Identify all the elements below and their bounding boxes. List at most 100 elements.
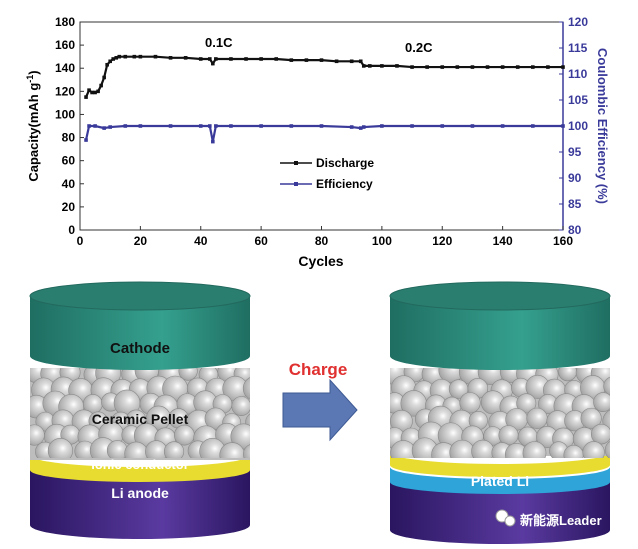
data-point-discharge (183, 56, 188, 60)
data-point-discharge (485, 65, 490, 69)
wechat-icon-bubble (504, 515, 516, 527)
x-tick-label: 80 (315, 234, 329, 248)
data-point-discharge (229, 57, 233, 61)
data-point-discharge (259, 57, 263, 61)
x-tick-label: 40 (194, 234, 208, 248)
data-point-efficiency (319, 124, 324, 128)
li-anode-layer (30, 470, 250, 539)
data-point-efficiency (214, 124, 218, 128)
charge-label: Charge (289, 360, 348, 379)
ceramic-particle (163, 441, 185, 458)
x-tick-label: 120 (432, 234, 452, 248)
ceramic-particle (47, 437, 73, 458)
plated-li-layer (390, 467, 610, 494)
ceramic-particle (231, 396, 250, 416)
charge-arrow-icon (282, 378, 358, 442)
data-point-discharge (515, 65, 520, 69)
series-line-discharge (85, 55, 563, 98)
y2-tick-label: 110 (568, 67, 588, 81)
data-point-discharge (358, 59, 363, 64)
x-tick-label: 140 (493, 234, 513, 248)
ceramic-particle (590, 423, 610, 445)
data-point-discharge (90, 90, 94, 95)
data-point-efficiency (93, 124, 97, 128)
data-point-discharge (274, 57, 279, 61)
data-point-efficiency (470, 124, 475, 128)
data-point-discharge (349, 59, 354, 64)
y-tick-label: 160 (55, 38, 75, 52)
data-point-efficiency (349, 125, 354, 129)
data-point-discharge (304, 58, 309, 62)
watermark-text: 新能源Leader (520, 513, 602, 528)
data-point-efficiency (561, 124, 565, 128)
ceramic-particle (526, 407, 548, 429)
y-tick-label: 80 (62, 131, 76, 145)
series-line-efficiency (84, 124, 563, 142)
data-point-efficiency (361, 125, 366, 129)
data-point-discharge (96, 89, 100, 94)
y2-tick-label: 120 (568, 15, 588, 29)
y-tick-label: 100 (55, 107, 75, 121)
data-point-discharge (198, 57, 203, 61)
data-point-discharge (138, 54, 143, 59)
data-point-discharge (561, 65, 565, 69)
ceramic-particle (593, 392, 610, 412)
data-point-discharge (108, 59, 112, 64)
data-point-discharge (132, 54, 137, 59)
y2-tick-label: 85 (568, 197, 582, 211)
cathode-top-right (389, 281, 611, 311)
cathode-layer (30, 296, 250, 370)
plated-li-label: Plated Li (471, 473, 529, 489)
legend-marker-discharge (294, 161, 298, 165)
data-point-discharge (455, 65, 460, 69)
data-point-discharge (470, 65, 475, 69)
data-point-efficiency (138, 124, 143, 128)
left-cell: Cathode Ceramic Pellet Ionic conductor L… (29, 281, 251, 539)
data-point-discharge (440, 65, 445, 69)
data-point-discharge (153, 54, 158, 59)
y2-axis-label: Coulombic Efficiency (%) (595, 48, 610, 204)
ceramic-particle (471, 439, 495, 458)
data-point-discharge (546, 65, 550, 69)
data-point-discharge (334, 59, 339, 64)
ionic-conductor-label: Ionic conductor (91, 457, 189, 472)
ceramic-particle (580, 407, 602, 429)
data-point-discharge (211, 61, 215, 66)
x-tick-label: 160 (553, 234, 573, 248)
data-point-efficiency (168, 124, 173, 128)
y-tick-label: 0 (68, 223, 75, 237)
y-tick-label: 40 (62, 177, 76, 191)
data-point-discharge (123, 54, 128, 59)
ceramic-particle (582, 441, 605, 458)
x-axis-label: Cycles (298, 253, 343, 269)
data-point-efficiency (531, 124, 535, 128)
ceramic-particle (459, 392, 481, 414)
legend: Discharge Efficiency (280, 156, 374, 191)
data-point-discharge (500, 65, 505, 69)
data-point-discharge (208, 57, 212, 61)
data-point-efficiency (500, 124, 505, 128)
x-tick-label: 100 (372, 234, 392, 248)
annotation-0.1C: 0.1C (205, 35, 233, 50)
cathode-label: Cathode (110, 340, 170, 357)
legend-label-efficiency: Efficiency (316, 177, 373, 191)
cathode-layer-right (390, 296, 610, 370)
data-point-discharge (168, 56, 173, 60)
ceramic-particle (449, 439, 475, 458)
y2-tick-label: 100 (568, 119, 588, 133)
data-point-efficiency (102, 126, 106, 130)
data-point-discharge (244, 57, 248, 61)
li-anode-label: Li anode (111, 485, 169, 501)
data-point-efficiency (208, 124, 212, 128)
data-point-discharge (111, 57, 116, 61)
data-point-discharge (93, 90, 97, 95)
ionic-conductor-layer-right (390, 452, 610, 477)
ionic-conductor-layer (30, 455, 250, 482)
ceramic-particle (498, 425, 519, 446)
data-point-discharge (395, 64, 399, 68)
data-point-discharge (117, 54, 122, 59)
ceramic-particle (243, 444, 250, 458)
data-point-discharge (214, 57, 218, 61)
legend-label-discharge: Discharge (316, 156, 374, 170)
